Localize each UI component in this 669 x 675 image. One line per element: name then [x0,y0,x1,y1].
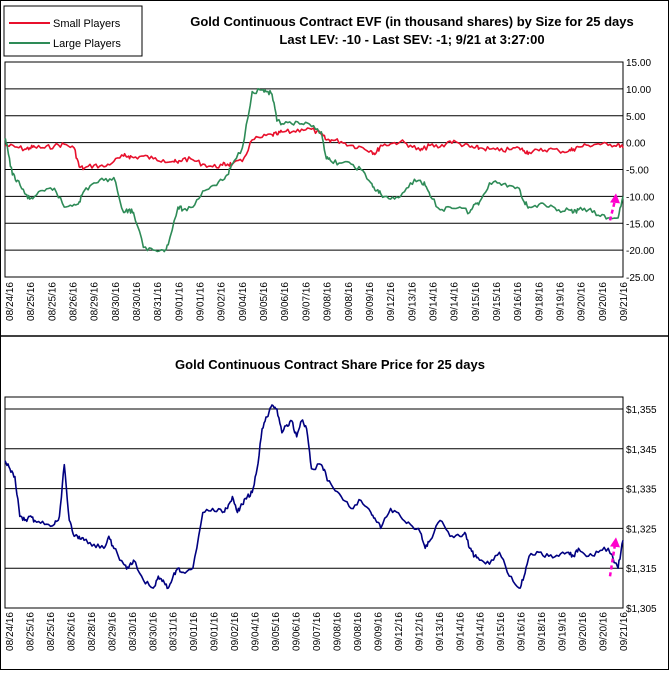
series-line-price [4,404,624,590]
y-tick-label: $1,325 [626,524,657,535]
series-line-small-players [4,127,624,171]
x-tick-label: 08/29/16 [107,612,118,651]
x-tick-label: 09/02/16 [217,282,228,321]
x-tick-label: 09/05/16 [259,282,270,321]
x-tick-label: 09/15/16 [471,282,482,321]
top-chart-title: Gold Continuous Contract EVF (in thousan… [190,14,634,29]
x-tick-label: 09/08/16 [323,282,334,321]
x-tick-label: 08/30/16 [128,612,139,651]
x-tick-label: 09/14/16 [476,612,487,651]
trend-arrow-line [608,544,617,577]
legend-label-small: Small Players [53,18,121,30]
x-tick-label: 09/01/16 [196,282,207,321]
legend: Small Players Large Players [3,5,143,57]
x-tick-label: 09/01/16 [210,612,221,651]
x-tick-label: 09/14/16 [455,612,466,651]
x-tick-label: 08/30/16 [111,282,122,321]
x-tick-label: 09/20/16 [598,282,609,321]
x-tick-label: 09/09/16 [365,282,376,321]
plot-frame [4,396,624,609]
x-tick-label: 09/01/16 [174,282,185,321]
x-tick-label: 08/28/16 [87,612,98,651]
y-tick-label: $1,305 [626,604,657,615]
x-tick-label: 09/13/16 [435,612,446,651]
x-tick-label: 09/07/16 [301,282,312,321]
series-line-large-players [4,87,624,253]
x-tick-label: 09/16/16 [517,612,528,651]
x-tick-label: 09/05/16 [271,612,282,651]
x-tick-label: 09/06/16 [280,282,291,321]
x-tick-label: 08/30/16 [148,612,159,651]
top-plot-area: 15.00 10.00 5.00 0.00 -5.00 -10.00 -15.00 -20.0… [4,58,655,321]
y-tick-label: 10.00 [626,85,651,96]
x-tick-label: 09/06/16 [292,612,303,651]
trend-arrow-head [610,537,620,548]
y-tick-label: -5.00 [626,166,649,177]
x-tick-label: 08/24/16 [5,612,16,651]
x-tick-label: 09/20/16 [578,612,589,651]
x-tick-label: 08/24/16 [5,282,16,321]
x-tick-label: 09/12/16 [394,612,405,651]
x-tick-label: 09/08/16 [353,612,364,651]
x-tick-label: 09/21/16 [619,282,630,321]
x-tick-label: 09/14/16 [450,282,461,321]
x-tick-label: 09/12/16 [414,612,425,651]
x-tick-label: 08/29/16 [90,282,101,321]
x-tick-label: 09/13/16 [407,282,418,321]
x-tick-label: 09/15/16 [496,612,507,651]
y-tick-label: -10.00 [626,192,655,203]
x-tick-label: 09/01/16 [189,612,200,651]
x-tick-label: 08/30/16 [132,282,143,321]
y-tick-label: -20.00 [626,246,655,257]
x-tick-label: 09/18/16 [534,282,545,321]
y-tick-label: 15.00 [626,58,651,69]
x-tick-label: 08/31/16 [153,282,164,321]
legend-label-large: Large Players [53,38,121,50]
legend-box [3,5,143,57]
x-tick-label: 09/08/16 [344,282,355,321]
x-tick-label: 09/08/16 [333,612,344,651]
x-tick-label: 09/18/16 [537,612,548,651]
y-tick-label: 5.00 [626,112,646,123]
x-tick-label: 09/20/16 [577,282,588,321]
bottom-chart-title: Gold Continuous Contract Share Price for… [175,357,485,372]
x-tick-label: 09/12/16 [386,282,397,321]
y-tick-label: -15.00 [626,219,655,230]
trend-arrow-head [610,193,620,204]
x-tick-label: 09/20/16 [599,612,610,651]
x-tick-label: 09/15/16 [492,282,503,321]
x-tick-label: 09/16/16 [513,282,524,321]
x-tick-label: 08/26/16 [69,282,80,321]
x-tick-label: 08/25/16 [26,612,37,651]
x-tick-label: 08/31/16 [169,612,180,651]
y-tick-label: $1,355 [626,405,657,416]
y-tick-label: $1,345 [626,445,657,456]
x-tick-label: 09/14/16 [428,282,439,321]
x-tick-label: 08/25/16 [47,282,58,321]
y-tick-label: 0.00 [626,139,646,150]
top-chart-subtitle: Last LEV: -10 - Last SEV: -1; 9/21 at 3:… [279,32,544,47]
x-tick-label: 09/04/16 [251,612,262,651]
trend-arrow-line [608,200,617,221]
x-tick-label: 09/07/16 [312,612,323,651]
y-tick-label: $1,315 [626,564,657,575]
x-tick-label: 09/21/16 [619,612,630,651]
x-tick-label: 09/02/16 [230,612,241,651]
x-tick-label: 09/09/16 [373,612,384,651]
x-tick-label: 09/04/16 [238,282,249,321]
x-tick-label: 08/25/16 [46,612,57,651]
x-tick-label: 09/19/16 [556,282,567,321]
bottom-plot-area: $1,355 $1,345 $1,335 $1,325 $1,315 $1,305 08/2… [4,396,657,651]
x-tick-label: 08/26/16 [66,612,77,651]
x-tick-label: 08/25/16 [26,282,37,321]
y-tick-label: $1,335 [626,485,657,496]
x-tick-label: 09/19/16 [558,612,569,651]
y-tick-label: -25.00 [626,273,655,284]
